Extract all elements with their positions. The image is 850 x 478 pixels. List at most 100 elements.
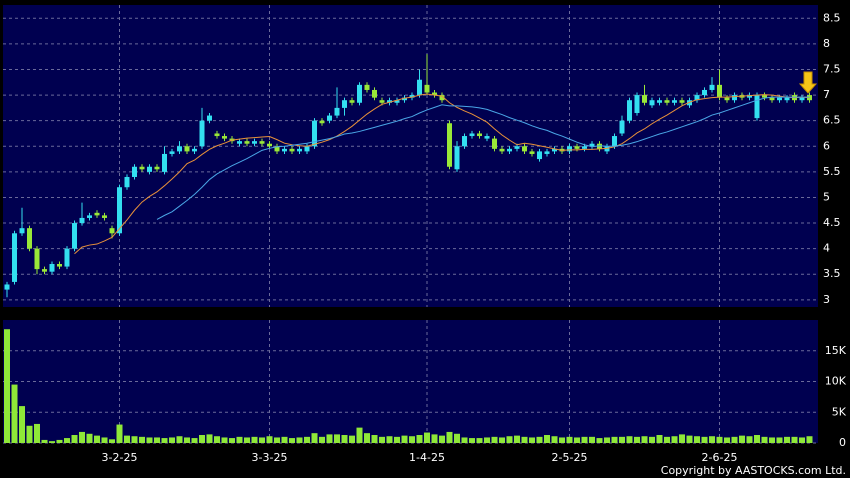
- volume-bar: [604, 437, 610, 443]
- volume-bar: [454, 433, 460, 443]
- volume-bar: [664, 436, 670, 443]
- volume-tick-label: 10K: [825, 375, 847, 388]
- volume-bar: [499, 437, 505, 443]
- candle-body: [12, 233, 17, 282]
- candle-body: [424, 84, 430, 93]
- candle-body: [162, 153, 167, 172]
- volume-bar: [394, 436, 400, 443]
- volume-bar: [649, 436, 655, 443]
- volume-bar: [154, 437, 160, 443]
- plot-layer: 3 3.5 4 4.5 5 5.5 6 6.5 7 7.5 8 8.5 0 5K 10K 15K 3-2-25 3…: [3, 5, 847, 464]
- candle-body: [799, 97, 805, 101]
- volume-bar: [386, 436, 393, 443]
- volume-bar: [19, 406, 25, 443]
- candle-body: [109, 228, 115, 234]
- volume-bar: [709, 436, 715, 443]
- candle-body: [402, 97, 407, 101]
- candle-body: [702, 89, 707, 96]
- volume-bar: [176, 436, 183, 443]
- candle-body: [754, 95, 760, 119]
- candle-body: [694, 95, 700, 101]
- candle-body: [717, 84, 722, 98]
- moving-average-line: [74, 93, 810, 255]
- volume-bar: [686, 435, 693, 443]
- candle-body: [42, 269, 47, 272]
- candle-body: [117, 187, 122, 234]
- candle-body: [57, 264, 62, 267]
- candle-body: [642, 95, 647, 103]
- volume-bar: [694, 436, 700, 443]
- candle-body: [417, 79, 422, 96]
- y-tick-label: 6.5: [823, 114, 841, 127]
- candle-body: [79, 217, 85, 224]
- volume-bar: [724, 437, 730, 443]
- candle-body: [222, 136, 227, 139]
- candle-body: [244, 141, 250, 144]
- candle-body: [379, 100, 385, 103]
- volume-bar: [229, 438, 235, 443]
- candle-body: [649, 100, 655, 106]
- price-panel: [3, 5, 818, 307]
- volume-bar: [199, 435, 205, 443]
- candle-body: [762, 95, 767, 98]
- candle-body: [192, 148, 197, 152]
- candle-body: [634, 95, 640, 114]
- candle-body: [784, 97, 790, 101]
- volume-bar: [701, 436, 708, 443]
- volume-bar: [311, 433, 318, 443]
- x-tick-label: 2-6-25: [702, 451, 738, 464]
- candle-body: [522, 146, 527, 152]
- volume-bar: [731, 436, 738, 443]
- y-tick-label: 7: [823, 88, 830, 101]
- candle-body: [252, 141, 257, 144]
- candle-body: [552, 148, 557, 152]
- volume-bar: [221, 437, 228, 443]
- volume-bar: [274, 437, 280, 443]
- candle-body: [259, 141, 265, 144]
- volume-bar: [49, 441, 55, 443]
- volume-bar: [371, 435, 378, 443]
- candle-body: [499, 148, 505, 152]
- volume-bar: [799, 437, 805, 443]
- volume-bar: [206, 434, 213, 443]
- volume-bar: [739, 435, 745, 443]
- candle-body: [574, 146, 580, 149]
- volume-bar: [521, 436, 528, 443]
- volume-bar: [34, 423, 40, 443]
- volume-bar: [484, 437, 490, 443]
- volume-bar: [589, 436, 595, 443]
- y-tick-label: 3.5: [823, 267, 841, 280]
- candle-body: [207, 115, 212, 121]
- volume-bar: [784, 436, 790, 443]
- volume-bar: [94, 435, 100, 443]
- candle-body: [597, 143, 602, 149]
- volume-bar: [769, 437, 775, 443]
- y-tick-label: 3: [823, 293, 830, 306]
- candle-body: [132, 166, 137, 177]
- volume-bar: [349, 435, 355, 443]
- volume-bar: [379, 436, 385, 443]
- volume-bar: [26, 425, 33, 443]
- candle-body: [184, 146, 190, 152]
- volume-bar: [101, 437, 108, 443]
- volume-tick-label: 5K: [832, 405, 847, 418]
- volume-bar: [244, 437, 250, 443]
- volume-bar: [319, 436, 325, 443]
- volume-bar: [401, 435, 408, 443]
- volume-bar: [574, 437, 580, 443]
- candle-body: [49, 264, 55, 272]
- candle-body: [154, 166, 160, 170]
- volume-bar: [641, 436, 648, 443]
- volume-bar: [116, 424, 123, 443]
- volume-bar: [86, 433, 93, 443]
- volume-bar: [596, 438, 603, 443]
- candle-body: [777, 97, 782, 101]
- x-tick-label: 3-2-25: [102, 451, 138, 464]
- candle-body: [34, 248, 40, 270]
- candle-body: [544, 151, 550, 154]
- candle-body: [297, 148, 302, 152]
- volume-bar: [191, 438, 198, 443]
- volume-bar: [139, 436, 145, 443]
